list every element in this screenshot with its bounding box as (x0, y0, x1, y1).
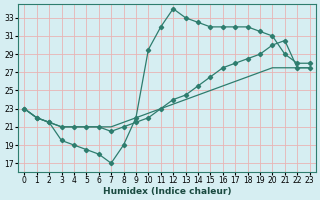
X-axis label: Humidex (Indice chaleur): Humidex (Indice chaleur) (103, 187, 231, 196)
